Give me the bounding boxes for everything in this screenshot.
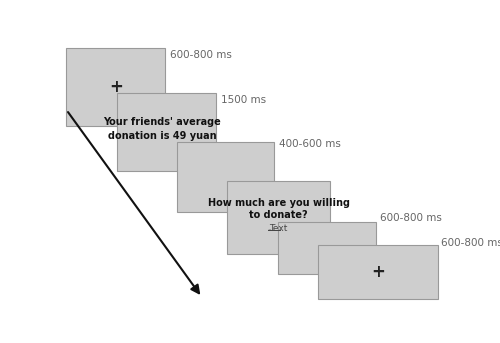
FancyBboxPatch shape	[227, 181, 330, 254]
FancyBboxPatch shape	[66, 48, 165, 126]
Text: 600-800 ms: 600-800 ms	[380, 213, 442, 223]
Text: How much are you willing: How much are you willing	[208, 198, 350, 208]
Text: 400-600 ms: 400-600 ms	[278, 140, 340, 150]
Text: Your friends' average: Your friends' average	[104, 117, 221, 127]
Text: 600-800 ms: 600-800 ms	[442, 238, 500, 248]
Text: 1500 ms: 1500 ms	[220, 95, 266, 105]
Text: to donate?: to donate?	[249, 210, 308, 220]
Text: Text: Text	[269, 224, 287, 233]
Text: +: +	[372, 263, 385, 281]
Text: 600-800 ms: 600-800 ms	[170, 50, 232, 60]
Text: +: +	[109, 78, 122, 96]
FancyBboxPatch shape	[177, 142, 274, 212]
FancyBboxPatch shape	[117, 93, 216, 170]
FancyBboxPatch shape	[278, 222, 376, 274]
FancyBboxPatch shape	[318, 245, 438, 299]
Text: donation is 49 yuan: donation is 49 yuan	[108, 131, 216, 141]
